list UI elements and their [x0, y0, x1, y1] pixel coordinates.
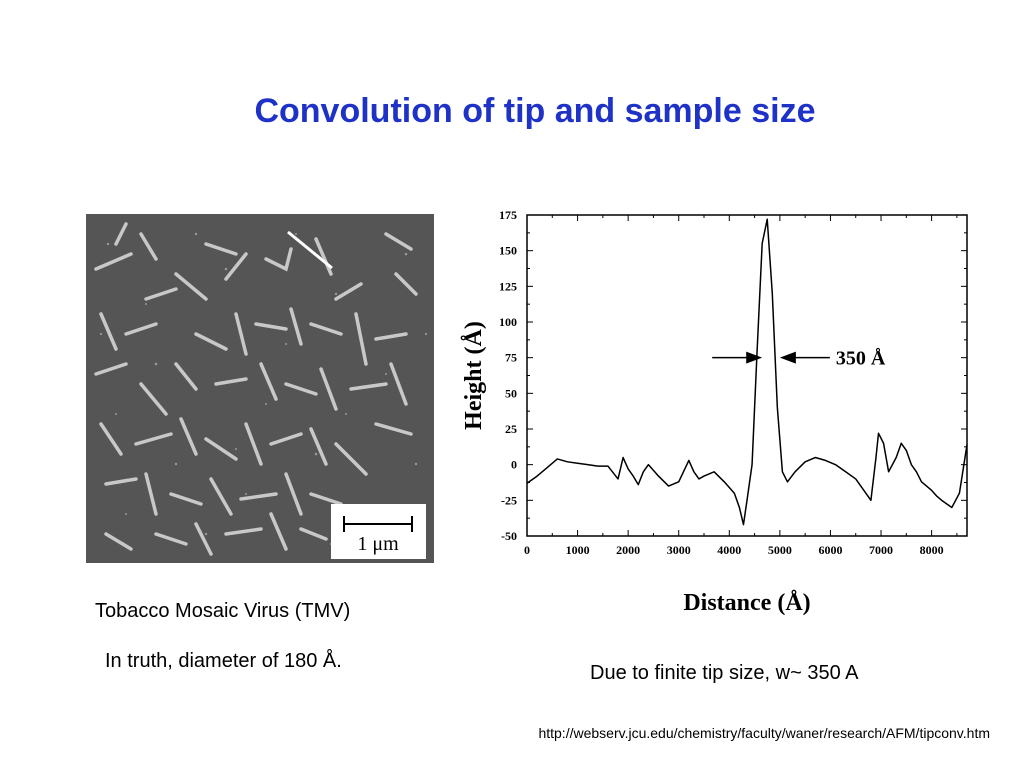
y-tick-label: 25 — [505, 422, 517, 436]
annotation-arrowhead-right — [779, 351, 796, 364]
x-tick-label: 5000 — [768, 543, 792, 557]
plot-frame — [526, 214, 968, 537]
x-tick-label: 7000 — [869, 543, 893, 557]
y-tick-label: 50 — [505, 386, 517, 400]
afm-image-tmv: 1 μm — [86, 214, 434, 563]
caption-true-diameter: In truth, diameter of 180 Å. — [105, 650, 342, 672]
y-axis-label: Height (Å) — [461, 321, 487, 430]
annotation-arrowhead-left — [746, 351, 763, 364]
scale-bar-label: 1 μm — [357, 533, 399, 555]
x-tick-label: 1000 — [566, 543, 590, 557]
x-tick-label: 3000 — [667, 543, 691, 557]
caption-tmv: Tobacco Mosaic Virus (TMV) — [95, 600, 351, 622]
y-tick-label: 125 — [499, 279, 517, 293]
source-url[interactable]: http://webserv.jcu.edu/chemistry/faculty… — [538, 725, 990, 741]
x-tick-label: 2000 — [616, 543, 640, 557]
y-tick-label: -50 — [501, 529, 517, 543]
x-tick-label: 8000 — [920, 543, 944, 557]
y-tick-label: 150 — [499, 244, 517, 258]
y-tick-label: 100 — [499, 315, 517, 329]
x-tick-label: 4000 — [717, 543, 741, 557]
height-profile-chart: 175 150 125 100 75 50 25 0 -25 -50 0 1000 2000 3000 40… — [461, 208, 968, 616]
y-tick-label: -25 — [501, 493, 517, 507]
y-tick-label: 75 — [505, 351, 517, 365]
slide-title: Convolution of tip and sample size — [254, 92, 816, 130]
caption-tip-size: Due to finite tip size, w~ 350 A — [590, 662, 859, 684]
y-tick-label: 175 — [499, 208, 517, 222]
x-axis-label: Distance (Å) — [683, 590, 810, 616]
y-tick-label: 0 — [511, 458, 517, 472]
series-line — [526, 218, 968, 526]
x-tick-label: 6000 — [818, 543, 842, 557]
annotation-label: 350 Å — [836, 347, 886, 370]
x-tick-label: 0 — [524, 543, 530, 557]
